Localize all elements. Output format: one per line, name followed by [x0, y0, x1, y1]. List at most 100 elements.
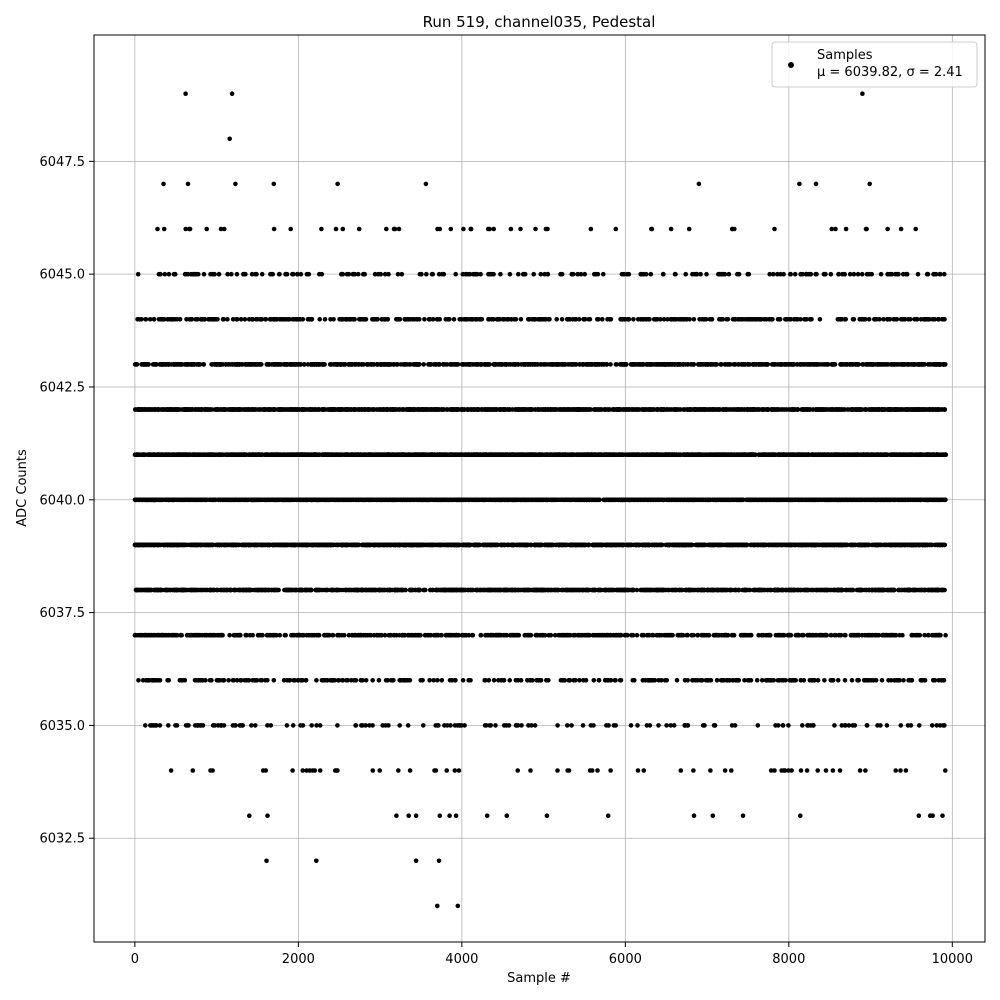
sample-point [384, 407, 389, 412]
sample-point [772, 452, 777, 458]
sample-point [322, 362, 327, 367]
sample-point [346, 362, 351, 367]
sample-point [685, 362, 691, 367]
sample-point [583, 452, 589, 458]
sample-point [382, 271, 388, 277]
sample-point [777, 407, 783, 412]
sample-point [301, 362, 307, 367]
sample-point [304, 452, 309, 458]
sample-point [608, 362, 613, 367]
sample-point [160, 407, 166, 412]
sample-point [880, 407, 886, 412]
sample-point [329, 452, 334, 458]
sample-point [930, 813, 935, 818]
sample-point [437, 226, 443, 232]
sample-point [179, 362, 184, 367]
sample-point [815, 452, 821, 458]
sample-point [912, 317, 917, 322]
sample-point [494, 407, 499, 412]
sample-point [545, 271, 550, 277]
sample-point [810, 452, 815, 458]
sample-point [480, 407, 485, 412]
sample-point [636, 362, 642, 367]
sample-point [359, 407, 364, 412]
sample-point [940, 317, 945, 322]
sample-point [707, 452, 712, 458]
sample-point [215, 407, 221, 412]
sample-point [901, 317, 906, 322]
sample-point [453, 813, 459, 818]
sample-point [172, 317, 178, 322]
sample-point [139, 317, 144, 322]
sample-point [528, 362, 533, 367]
sample-point [469, 407, 474, 412]
sample-point [753, 362, 759, 367]
sample-point [583, 362, 588, 367]
sample-point [643, 271, 649, 277]
sample-point [843, 317, 848, 322]
sample-point [702, 407, 708, 412]
sample-point [352, 407, 358, 412]
sample-point [367, 452, 373, 458]
sample-point [268, 317, 274, 322]
sample-point [362, 317, 368, 322]
sample-point [307, 407, 312, 412]
sample-point [661, 317, 667, 322]
sample-point [234, 362, 239, 367]
sample-point [262, 407, 267, 412]
sample-point [918, 452, 923, 458]
sample-point [578, 271, 584, 277]
sample-point [531, 271, 536, 277]
sample-point [406, 407, 412, 412]
sample-point [211, 317, 217, 322]
sample-point [515, 362, 521, 367]
sample-point [242, 317, 248, 322]
sample-point [293, 362, 298, 367]
sample-point [678, 317, 683, 322]
sample-point [860, 362, 866, 367]
sample-point [316, 407, 322, 412]
sample-point [259, 317, 265, 322]
sample-point [915, 271, 921, 277]
sample-point [210, 271, 216, 277]
sample-point [213, 452, 218, 458]
sample-point [333, 226, 339, 232]
sample-point [542, 317, 547, 322]
sample-point [202, 317, 208, 322]
sample-point [760, 362, 765, 367]
sample-point [322, 317, 328, 322]
sample-point [748, 452, 753, 458]
sample-point [345, 407, 350, 412]
sample-point [335, 452, 341, 458]
sample-point [252, 407, 258, 412]
sample-point [619, 271, 625, 277]
sample-point [135, 317, 140, 322]
sample-point [817, 317, 823, 322]
sample-point [890, 362, 895, 367]
sample-point [360, 271, 366, 277]
sample-point [876, 362, 882, 367]
sample-point [314, 362, 319, 367]
sample-point [521, 271, 527, 277]
sample-point [866, 362, 871, 367]
sample-point [745, 271, 750, 277]
sample-point [340, 226, 346, 232]
sample-point [681, 407, 686, 412]
sample-point [936, 317, 942, 322]
sample-point [672, 452, 677, 458]
sample-point [604, 362, 610, 367]
sample-point [482, 452, 487, 458]
sample-point [616, 452, 621, 458]
sample-point [237, 407, 242, 412]
sample-point [760, 407, 765, 412]
sample-point [416, 407, 421, 412]
sample-point [898, 452, 903, 458]
sample-point [238, 317, 244, 322]
sample-point [402, 317, 408, 322]
sample-point [885, 362, 891, 367]
sample-point [813, 271, 818, 277]
sample-point [151, 452, 157, 458]
sample-point [838, 317, 843, 322]
sample-point [764, 362, 770, 367]
sample-point [533, 317, 538, 322]
